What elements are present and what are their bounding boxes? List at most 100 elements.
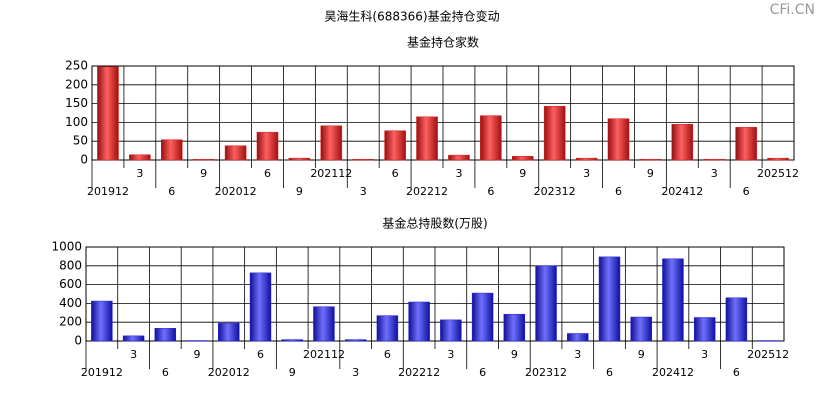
x-tick-label: 6 [384, 348, 391, 361]
bar [91, 300, 113, 342]
x-tick-label: 202212 [406, 185, 448, 198]
chart-title: 基金总持股数(万股) [382, 216, 487, 231]
y-tick-label: 600 [59, 277, 82, 291]
bar [511, 155, 534, 161]
y-tick-label: 250 [65, 59, 88, 73]
x-tick-label: 9 [296, 185, 303, 198]
bar [249, 272, 272, 342]
bar [352, 158, 375, 161]
x-tick-label: 202512 [747, 348, 789, 361]
x-tick-label: 3 [447, 348, 454, 361]
x-tick-label: 202012 [215, 185, 257, 198]
bar [693, 317, 716, 342]
x-tick-label: 3 [574, 348, 581, 361]
bar [122, 335, 145, 342]
bar [598, 256, 621, 342]
x-tick-label: 3 [130, 348, 137, 361]
bar [671, 124, 694, 161]
bar [154, 328, 177, 342]
bar [129, 154, 151, 161]
x-tick-label: 6 [733, 366, 740, 379]
y-tick-label: 0 [80, 153, 88, 167]
bar [607, 118, 630, 161]
chart-title: 基金持仓家数 [407, 35, 479, 50]
bar [97, 66, 119, 161]
x-tick-label: 3 [583, 167, 590, 180]
watermark: CFi.CN [770, 2, 815, 18]
x-tick-label: 6 [264, 167, 271, 180]
bar [767, 157, 789, 161]
bar [535, 265, 557, 342]
bar [192, 158, 215, 161]
x-tick-label: 3 [352, 366, 359, 379]
x-tick-label: 6 [257, 348, 264, 361]
x-tick-label: 6 [392, 167, 399, 180]
bar [408, 301, 430, 342]
bar [376, 315, 399, 342]
x-tick-label: 9 [289, 366, 296, 379]
bar [471, 292, 494, 342]
bar [567, 333, 589, 342]
bar [416, 116, 438, 161]
x-tick-label: 202412 [652, 366, 694, 379]
x-tick-label: 9 [519, 167, 526, 180]
bar [480, 115, 502, 161]
y-tick-label: 800 [59, 258, 82, 272]
x-tick-label: 201912 [81, 366, 123, 379]
x-tick-label: 3 [701, 348, 708, 361]
bar [639, 158, 662, 161]
x-tick-label: 202012 [208, 366, 250, 379]
x-tick-label: 3 [360, 185, 367, 198]
x-tick-label: 202512 [757, 167, 799, 180]
x-tick-label: 202112 [310, 167, 352, 180]
bar [735, 127, 757, 161]
bar [440, 319, 462, 342]
x-tick-label: 9 [647, 167, 654, 180]
bar [344, 339, 367, 342]
x-tick-label: 9 [194, 348, 201, 361]
page-title: 昊海生科(688366)基金持仓变动 [324, 9, 499, 24]
bar [630, 316, 652, 342]
bar [448, 154, 470, 161]
y-tick-label: 150 [65, 96, 88, 110]
bar [725, 297, 748, 342]
x-tick-label: 3 [455, 167, 462, 180]
y-tick-label: 0 [74, 334, 82, 348]
y-tick-label: 50 [73, 134, 88, 148]
bar [224, 145, 247, 161]
x-tick-label: 6 [743, 185, 750, 198]
x-tick-label: 202312 [534, 185, 576, 198]
bar [543, 105, 566, 161]
x-tick-label: 6 [487, 185, 494, 198]
x-tick-label: 3 [136, 167, 143, 180]
x-tick-label: 202212 [398, 366, 440, 379]
bar [384, 130, 406, 161]
x-tick-label: 202112 [303, 348, 345, 361]
x-tick-label: 6 [606, 366, 613, 379]
x-tick-label: 9 [511, 348, 518, 361]
x-tick-label: 3 [711, 167, 718, 180]
bar [160, 139, 183, 161]
bar [320, 125, 343, 161]
bar [703, 158, 726, 161]
x-tick-label: 6 [168, 185, 175, 198]
bar [503, 313, 526, 342]
bar [575, 157, 598, 161]
x-tick-label: 9 [638, 348, 645, 361]
bar [288, 157, 311, 161]
bar [313, 306, 335, 342]
bar [256, 131, 279, 161]
y-tick-label: 200 [65, 77, 88, 91]
x-tick-label: 9 [200, 167, 207, 180]
x-tick-label: 6 [615, 185, 622, 198]
x-tick-label: 202412 [661, 185, 703, 198]
x-tick-label: 202312 [525, 366, 567, 379]
x-tick-label: 6 [479, 366, 486, 379]
bar [218, 322, 240, 342]
x-tick-label: 6 [162, 366, 169, 379]
y-tick-label: 200 [59, 315, 82, 329]
x-tick-label: 201912 [87, 185, 129, 198]
y-tick-label: 1000 [51, 240, 82, 254]
y-tick-label: 100 [65, 115, 88, 129]
